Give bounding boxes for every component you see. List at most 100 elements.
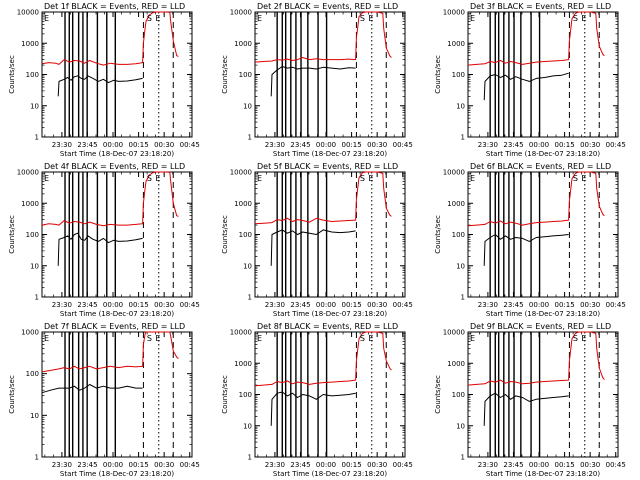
x-tick-label: 00:15 bbox=[342, 461, 362, 469]
x-axis-label: Start Time (18-Dec-07 23:18:20) bbox=[273, 150, 387, 158]
x-axis-label: Start Time (18-Dec-07 23:18:20) bbox=[60, 310, 174, 318]
x-tick-label: 00:30 bbox=[367, 301, 387, 309]
x-tick-label: 23:30 bbox=[265, 141, 285, 149]
y-tick-label: 1000 bbox=[234, 360, 252, 368]
y-tick-label: 10000 bbox=[17, 169, 39, 177]
series-line-lld bbox=[467, 171, 605, 227]
marker-label-s: S bbox=[573, 334, 578, 343]
panel-title: Det 7f BLACK = Events, RED = LLD bbox=[44, 322, 185, 331]
panel-det-5: Det 5f BLACK = Events, RED = LLD 1 10 100 10… bbox=[221, 162, 413, 318]
x-tick-label: 00:00 bbox=[316, 301, 336, 309]
marker-label-e: E bbox=[155, 174, 160, 183]
marker-label-e: E bbox=[581, 14, 586, 23]
y-axis-label: Counts/sec bbox=[221, 375, 229, 414]
y-tick-label: 10000 bbox=[230, 329, 252, 337]
y-tick-label: 100 bbox=[452, 71, 465, 79]
y-tick-label: 100 bbox=[26, 71, 39, 79]
corner-label: E bbox=[470, 14, 475, 23]
y-axis-label: Counts/sec bbox=[8, 375, 16, 414]
series-line-lld bbox=[467, 331, 605, 386]
marker-label-e: E bbox=[368, 174, 373, 183]
marker-label-s: S bbox=[147, 174, 152, 183]
series-line-lld bbox=[254, 11, 392, 63]
x-tick-label: 00:30 bbox=[580, 301, 600, 309]
x-axis-label: Start Time (18-Dec-07 23:18:20) bbox=[486, 310, 600, 318]
y-tick-label: 100 bbox=[239, 231, 252, 239]
x-tick-label: 00:00 bbox=[103, 141, 123, 149]
x-tick-label: 00:15 bbox=[129, 301, 149, 309]
y-tick-label: 1 bbox=[248, 134, 252, 142]
y-tick-label: 10 bbox=[456, 262, 465, 270]
x-tick-label: 00:45 bbox=[393, 461, 413, 469]
y-tick-label: 1000 bbox=[234, 40, 252, 48]
x-tick-label: 00:45 bbox=[393, 141, 413, 149]
panel-title: Det 3f BLACK = Events, RED = LLD bbox=[470, 2, 611, 11]
x-tick-label: 00:30 bbox=[154, 461, 174, 469]
x-tick-label: 00:15 bbox=[129, 141, 149, 149]
y-tick-label: 10000 bbox=[230, 169, 252, 177]
corner-label: E bbox=[44, 14, 49, 23]
panel-det-2: Det 2f BLACK = Events, RED = LLD 1 10 100 10… bbox=[221, 2, 413, 158]
x-tick-label: 23:45 bbox=[503, 141, 523, 149]
marker-label-s: S bbox=[360, 334, 365, 343]
panel-det-3: Det 3f BLACK = Events, RED = LLD 1 10 100 10… bbox=[434, 2, 626, 158]
y-axis-label: Counts/sec bbox=[221, 55, 229, 94]
y-tick-label: 10000 bbox=[230, 9, 252, 17]
x-tick-label: 23:30 bbox=[52, 301, 72, 309]
x-tick-label: 23:45 bbox=[503, 461, 523, 469]
x-tick-label: 00:45 bbox=[393, 301, 413, 309]
x-axis-label: Start Time (18-Dec-07 23:18:20) bbox=[273, 470, 387, 478]
y-tick-label: 1 bbox=[461, 134, 465, 142]
x-tick-label: 00:15 bbox=[342, 301, 362, 309]
marker-label-s: S bbox=[360, 14, 365, 23]
marker-label-s: S bbox=[573, 14, 578, 23]
series-line-events bbox=[57, 75, 143, 97]
x-tick-label: 00:30 bbox=[580, 141, 600, 149]
series-line-events bbox=[483, 72, 569, 101]
x-axis-label: Start Time (18-Dec-07 23:18:20) bbox=[60, 470, 174, 478]
x-tick-label: 23:45 bbox=[77, 301, 97, 309]
marker-label-s: S bbox=[147, 14, 152, 23]
x-tick-label: 00:45 bbox=[180, 301, 200, 309]
x-tick-label: 23:45 bbox=[77, 141, 97, 149]
x-tick-label: 23:30 bbox=[478, 141, 498, 149]
y-tick-label: 10 bbox=[243, 102, 252, 110]
x-tick-label: 23:30 bbox=[478, 301, 498, 309]
x-tick-label: 23:30 bbox=[52, 461, 72, 469]
y-tick-label: 10 bbox=[243, 422, 252, 430]
x-tick-label: 00:30 bbox=[580, 461, 600, 469]
y-axis-label: Counts/sec bbox=[8, 55, 16, 94]
panel-title: Det 4f BLACK = Events, RED = LLD bbox=[44, 162, 185, 171]
marker-label-e: E bbox=[368, 334, 373, 343]
x-tick-label: 00:00 bbox=[103, 461, 123, 469]
x-tick-label: 00:15 bbox=[342, 141, 362, 149]
y-tick-label: 1 bbox=[248, 454, 252, 462]
y-tick-label: 10000 bbox=[443, 329, 465, 337]
marker-label-s: S bbox=[573, 174, 578, 183]
x-axis-label: Start Time (18-Dec-07 23:18:20) bbox=[273, 310, 387, 318]
x-tick-label: 00:30 bbox=[367, 461, 387, 469]
x-tick-label: 00:15 bbox=[555, 301, 575, 309]
y-tick-label: 1000 bbox=[234, 200, 252, 208]
y-tick-label: 1 bbox=[461, 294, 465, 302]
y-axis-label: Counts/sec bbox=[434, 55, 442, 94]
y-tick-label: 1000 bbox=[21, 200, 39, 208]
x-tick-label: 00:45 bbox=[606, 461, 626, 469]
plot-frame bbox=[41, 331, 193, 458]
corner-label: E bbox=[44, 334, 49, 343]
y-tick-label: 100 bbox=[239, 391, 252, 399]
corner-label: E bbox=[257, 14, 262, 23]
panel-det-6: Det 6f BLACK = Events, RED = LLD 1 10 100 10… bbox=[434, 162, 626, 318]
series-line-events bbox=[270, 66, 356, 97]
panel-title: Det 6f BLACK = Events, RED = LLD bbox=[470, 162, 611, 171]
y-axis-label: Counts/sec bbox=[8, 215, 16, 254]
series-line-events bbox=[483, 392, 569, 426]
x-tick-label: 00:30 bbox=[154, 301, 174, 309]
y-tick-label: 100 bbox=[239, 71, 252, 79]
panel-title: Det 1f BLACK = Events, RED = LLD bbox=[44, 2, 185, 11]
y-tick-label: 10000 bbox=[17, 9, 39, 17]
marker-label-s: S bbox=[360, 174, 365, 183]
panel-title: Det 5f BLACK = Events, RED = LLD bbox=[257, 162, 398, 171]
y-tick-label: 1 bbox=[461, 454, 465, 462]
x-tick-label: 00:00 bbox=[316, 461, 336, 469]
